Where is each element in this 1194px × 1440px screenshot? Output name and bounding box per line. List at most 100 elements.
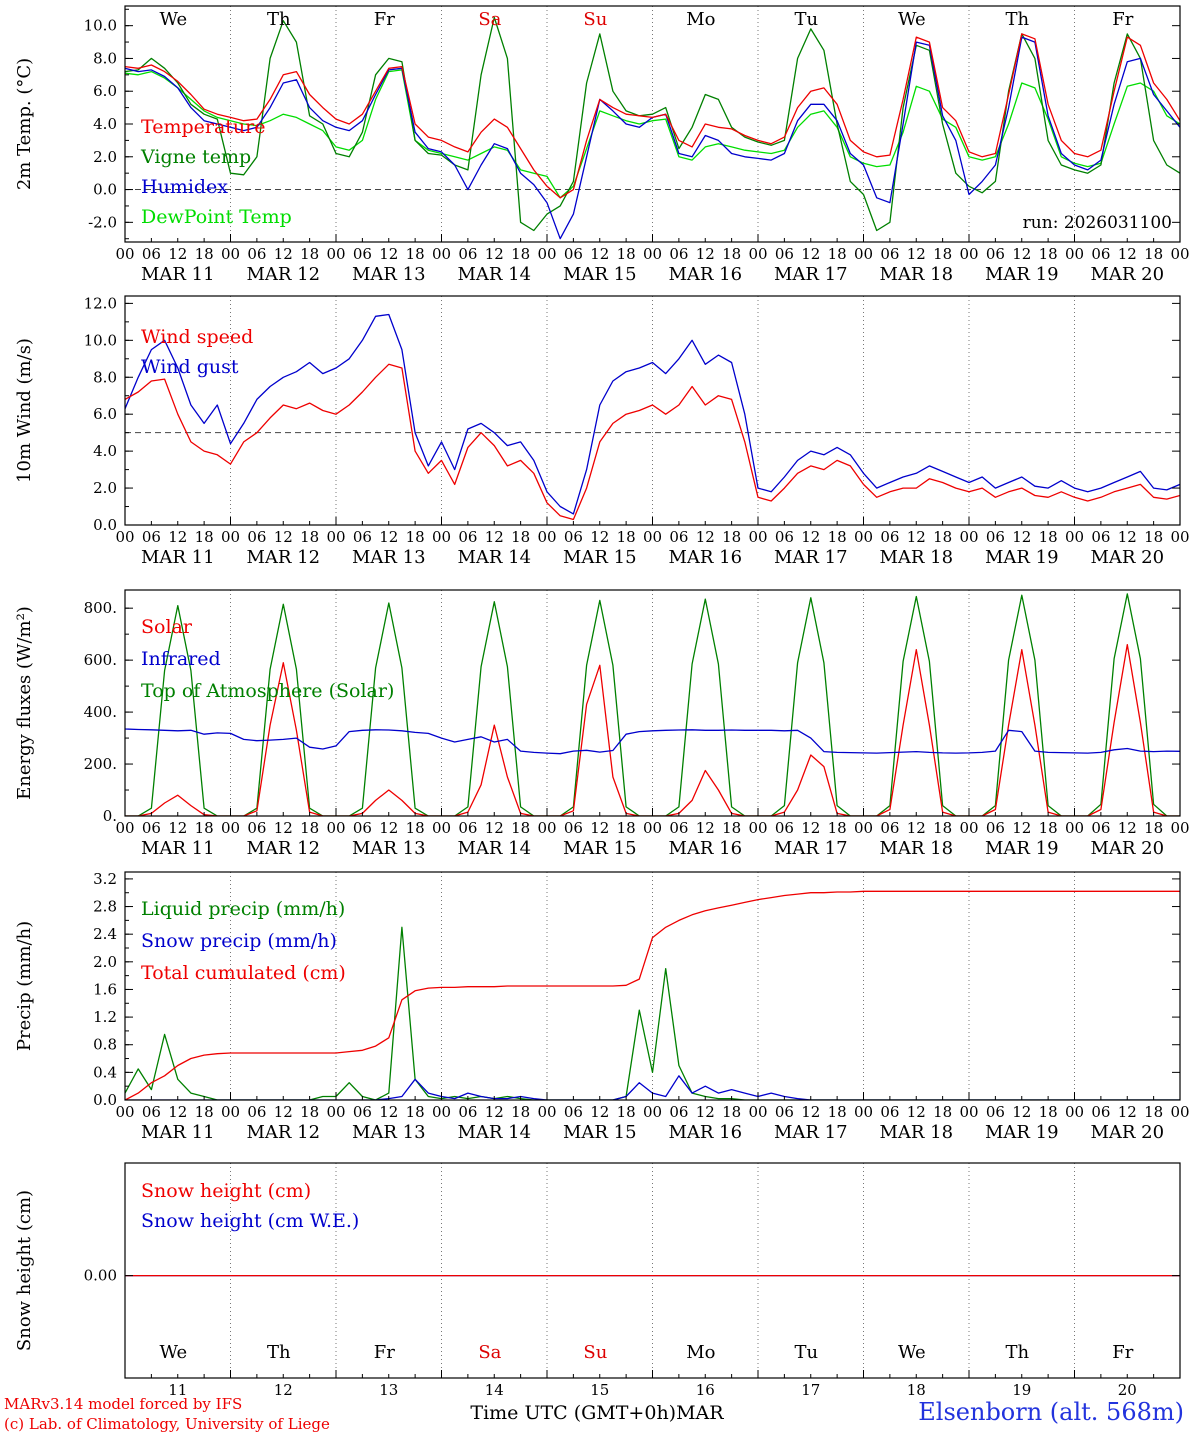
- svg-text:Tu: Tu: [795, 9, 819, 30]
- svg-text:00: 00: [1065, 819, 1084, 837]
- svg-text:12: 12: [907, 819, 926, 837]
- svg-text:12: 12: [1012, 245, 1031, 263]
- svg-text:MAR 17: MAR 17: [774, 1122, 848, 1143]
- svg-text:00: 00: [854, 1103, 873, 1121]
- svg-text:18: 18: [617, 245, 636, 263]
- svg-text:06: 06: [775, 245, 794, 263]
- svg-text:MAR 12: MAR 12: [246, 547, 320, 568]
- svg-text:16: 16: [696, 1381, 715, 1398]
- svg-text:MAR 18: MAR 18: [879, 838, 953, 859]
- svg-text:06: 06: [564, 528, 583, 546]
- svg-text:14: 14: [485, 1381, 504, 1398]
- svg-text:200.: 200.: [84, 755, 117, 773]
- svg-text:18: 18: [300, 819, 319, 837]
- svg-text:MAR 15: MAR 15: [563, 547, 637, 568]
- svg-text:00: 00: [854, 528, 873, 546]
- svg-text:MAR 15: MAR 15: [563, 1122, 637, 1143]
- svg-text:Th: Th: [1006, 9, 1030, 30]
- svg-text:19: 19: [1012, 1381, 1031, 1398]
- svg-text:00: 00: [1065, 1103, 1084, 1121]
- svg-text:06: 06: [564, 245, 583, 263]
- svg-text:18: 18: [300, 245, 319, 263]
- svg-text:MAR 17: MAR 17: [774, 547, 848, 568]
- svg-text:18: 18: [195, 528, 214, 546]
- svg-text:00: 00: [115, 245, 134, 263]
- svg-text:00: 00: [748, 819, 767, 837]
- svg-text:600.: 600.: [84, 651, 117, 669]
- time-axis-label: Time UTC (GMT+0h)MAR: [470, 1402, 724, 1424]
- svg-text:12: 12: [801, 1103, 820, 1121]
- credit-line-1: MARv3.14 model forced by IFS: [4, 1395, 243, 1413]
- svg-text:18: 18: [1144, 245, 1163, 263]
- svg-text:00: 00: [221, 1103, 240, 1121]
- svg-text:8.0: 8.0: [93, 368, 117, 386]
- svg-text:00: 00: [748, 1103, 767, 1121]
- svg-text:MAR 15: MAR 15: [563, 838, 637, 859]
- svg-text:00: 00: [537, 819, 556, 837]
- svg-text:06: 06: [1091, 1103, 1110, 1121]
- svg-text:MAR 16: MAR 16: [668, 264, 742, 285]
- svg-text:18: 18: [828, 819, 847, 837]
- svg-text:18: 18: [511, 528, 530, 546]
- svg-text:Vigne temp: Vigne temp: [140, 146, 251, 168]
- svg-text:MAR 13: MAR 13: [352, 264, 426, 285]
- svg-text:We: We: [898, 1342, 926, 1363]
- svg-text:06: 06: [353, 528, 372, 546]
- svg-text:We: We: [898, 9, 926, 30]
- svg-text:12: 12: [274, 1381, 293, 1398]
- svg-text:12: 12: [379, 528, 398, 546]
- svg-text:18: 18: [511, 1103, 530, 1121]
- svg-text:Sa: Sa: [478, 9, 501, 30]
- svg-text:0.: 0.: [103, 807, 117, 825]
- svg-text:06: 06: [458, 1103, 477, 1121]
- svg-text:18: 18: [511, 245, 530, 263]
- svg-text:MAR 20: MAR 20: [1090, 838, 1164, 859]
- svg-text:18: 18: [511, 819, 530, 837]
- svg-text:10.0: 10.0: [84, 331, 117, 349]
- svg-text:3.2: 3.2: [93, 870, 117, 888]
- svg-text:MAR 13: MAR 13: [352, 1122, 426, 1143]
- svg-text:We: We: [160, 1342, 188, 1363]
- svg-text:12: 12: [1118, 245, 1137, 263]
- svg-text:2.4: 2.4: [93, 925, 117, 943]
- svg-text:12: 12: [1118, 1103, 1137, 1121]
- svg-text:00: 00: [115, 528, 134, 546]
- svg-text:06: 06: [458, 528, 477, 546]
- svg-text:Sa: Sa: [478, 1342, 501, 1363]
- svg-text:06: 06: [247, 245, 266, 263]
- svg-text:06: 06: [669, 819, 688, 837]
- svg-text:MAR 16: MAR 16: [668, 547, 742, 568]
- svg-text:06: 06: [775, 1103, 794, 1121]
- svg-text:0.00: 0.00: [84, 1267, 117, 1285]
- svg-text:-2.0: -2.0: [88, 213, 117, 231]
- svg-text:00: 00: [326, 1103, 345, 1121]
- svg-text:Mo: Mo: [686, 9, 715, 30]
- svg-text:06: 06: [458, 819, 477, 837]
- meteogram-chart: 00 06 12 18 00 06 12 18 00 06 12 18 00 06 12 18 00 06 12 18…: [14, 5, 1190, 1398]
- svg-text:00: 00: [959, 528, 978, 546]
- svg-text:00: 00: [1170, 819, 1189, 837]
- svg-text:6.0: 6.0: [93, 405, 117, 423]
- svg-text:06: 06: [142, 1103, 161, 1121]
- svg-text:0.0: 0.0: [93, 1091, 117, 1109]
- svg-text:18: 18: [406, 819, 425, 837]
- svg-text:00: 00: [959, 819, 978, 837]
- svg-text:00: 00: [326, 245, 345, 263]
- svg-text:18: 18: [828, 245, 847, 263]
- svg-text:18: 18: [907, 1381, 926, 1398]
- svg-text:18: 18: [722, 1103, 741, 1121]
- svg-text:Snow height (cm): Snow height (cm): [14, 1190, 35, 1351]
- svg-text:12: 12: [485, 528, 504, 546]
- svg-text:MAR 20: MAR 20: [1090, 1122, 1164, 1143]
- svg-text:18: 18: [722, 819, 741, 837]
- svg-text:00: 00: [643, 528, 662, 546]
- svg-text:00: 00: [537, 1103, 556, 1121]
- svg-text:00: 00: [643, 245, 662, 263]
- svg-text:12: 12: [168, 1103, 187, 1121]
- svg-text:0.8: 0.8: [93, 1036, 117, 1054]
- svg-text:Precip (mm/h): Precip (mm/h): [14, 921, 35, 1051]
- svg-text:MAR 14: MAR 14: [457, 838, 531, 859]
- svg-text:18: 18: [1039, 245, 1058, 263]
- svg-text:MAR 20: MAR 20: [1090, 547, 1164, 568]
- svg-text:MAR 18: MAR 18: [879, 264, 953, 285]
